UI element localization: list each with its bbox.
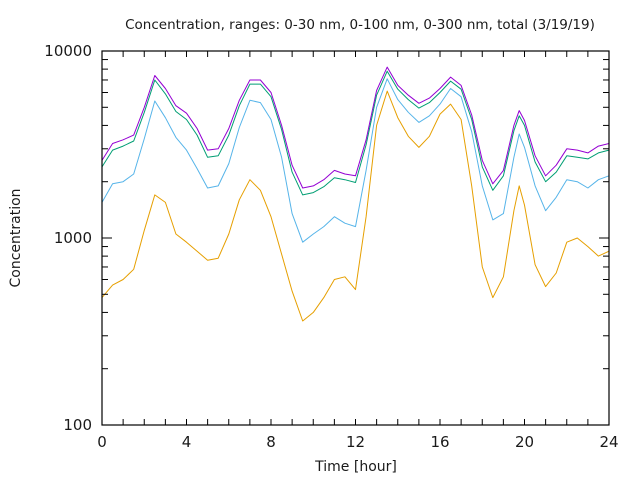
y-tick-labels: 100 1000 10000	[44, 42, 92, 434]
series-line-0-300-nm	[101, 70, 610, 196]
chart-title: Concentration, ranges: 0-30 nm, 0-100 nm…	[125, 17, 595, 33]
x-tick-label: 0	[97, 433, 107, 451]
x-tick-label: 8	[266, 433, 276, 451]
series-line-0-30-nm	[101, 90, 610, 322]
series-line-0-100-nm	[101, 78, 610, 243]
y-axis-label: Concentration	[8, 188, 24, 287]
plot-frame	[101, 50, 610, 426]
x-tick-label: 16	[430, 433, 449, 451]
series-line-total	[101, 66, 610, 189]
x-axis-label: Time [hour]	[314, 459, 397, 475]
y-tick-label: 100	[63, 416, 92, 434]
series-layer	[101, 66, 610, 322]
x-tick-labels: 0 4 8 12 16 20 24	[97, 433, 618, 451]
y-tick-label: 1000	[54, 229, 92, 247]
x-tick-label: 20	[515, 433, 534, 451]
y-tick-label: 10000	[44, 42, 92, 60]
x-tick-label: 24	[599, 433, 618, 451]
ticks-layer	[101, 50, 610, 426]
x-tick-label: 4	[182, 433, 192, 451]
x-tick-label: 12	[346, 433, 365, 451]
